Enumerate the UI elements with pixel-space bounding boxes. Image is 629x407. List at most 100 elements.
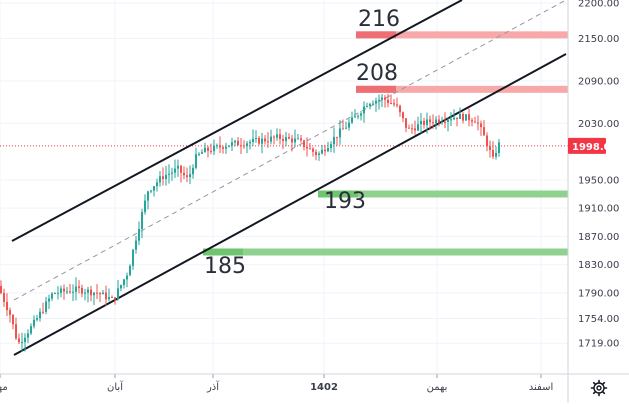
candle-body [237, 140, 239, 146]
candle-body [60, 288, 62, 293]
candle-body [33, 319, 35, 327]
candle-body [495, 153, 497, 157]
candle-body [324, 149, 326, 152]
x-tick-label: بهمن [427, 382, 448, 393]
candle-body [195, 154, 197, 168]
candle-body [144, 200, 146, 213]
candle-body [450, 119, 452, 121]
candle-body [468, 114, 470, 121]
candle-body [471, 120, 473, 122]
level-band [203, 248, 568, 256]
candle-body [375, 100, 377, 104]
y-tick-label: 1870.00 [578, 232, 619, 243]
candle-body [384, 97, 386, 100]
y-tick-label: 1830.00 [578, 260, 619, 271]
candle-body [213, 145, 215, 152]
candle-body [96, 292, 98, 294]
candle-body [108, 297, 110, 300]
settings-button[interactable] [588, 377, 610, 399]
candle-body [177, 165, 179, 169]
candle-body [348, 122, 350, 128]
candle-body [69, 291, 71, 293]
candle-body [279, 134, 281, 139]
candle-body [258, 138, 260, 144]
candle-body [63, 288, 65, 292]
candle-body [309, 148, 311, 150]
candle-body [486, 135, 488, 147]
candle-body [351, 117, 353, 123]
candle-body [207, 147, 209, 151]
x-tick-label: مهر [0, 382, 8, 393]
candle-body [492, 150, 494, 157]
candle-body [66, 291, 68, 293]
candle-body [435, 119, 437, 124]
candle-body [123, 279, 125, 286]
candle-body [99, 293, 101, 295]
candle-body [255, 138, 257, 140]
candle-body [366, 106, 368, 108]
candle-body [51, 293, 53, 299]
candle-body [30, 326, 32, 334]
candle-body [300, 138, 302, 141]
candle-body [42, 311, 44, 313]
candle-body [303, 140, 305, 147]
candle-body [36, 318, 38, 320]
y-tick-label: 1950.00 [578, 175, 619, 186]
candle-body [411, 128, 413, 130]
candle-body [93, 292, 95, 296]
level-band [356, 85, 568, 93]
candle-body [105, 292, 107, 300]
candle-body [342, 128, 344, 130]
candle-body [330, 144, 332, 148]
candle-body [57, 292, 59, 294]
candle-body [204, 147, 206, 153]
candle-body [441, 121, 443, 123]
candle-body [429, 119, 431, 123]
candle-body [297, 138, 299, 140]
candle-body [138, 228, 140, 241]
candle-body [261, 138, 263, 144]
y-tick-label: 1754.00 [578, 314, 619, 325]
level-band [318, 190, 568, 198]
candle-body [474, 121, 476, 123]
candle-body [114, 297, 116, 300]
level-label: 193 [324, 189, 366, 214]
candle-body [198, 153, 200, 155]
candle-body [477, 122, 479, 124]
level-band-start [356, 85, 396, 93]
x-tick-label: اسفند [529, 382, 553, 393]
candle-body [27, 333, 29, 338]
x-tick-label: آذر [206, 380, 220, 393]
current-price-tag [568, 137, 606, 154]
level-label: 185 [204, 254, 246, 279]
candle-body [228, 145, 230, 147]
y-tick-label: 2090.00 [578, 76, 619, 87]
candle-body [264, 138, 266, 142]
candle-body [336, 136, 338, 138]
candle-body [81, 287, 83, 294]
y-tick-label: 2150.00 [578, 34, 619, 45]
y-tick-label: 2200.00 [578, 0, 619, 10]
candle-body [459, 113, 461, 119]
candle-body [267, 141, 269, 143]
candle-body [378, 99, 380, 101]
candle-body [432, 122, 434, 124]
candle-body [111, 297, 113, 299]
candle-body [249, 141, 251, 144]
candles [0, 93, 500, 352]
candle-body [291, 138, 293, 143]
candle-body [162, 176, 164, 179]
candle-body [84, 292, 86, 294]
candle-body [315, 151, 317, 156]
candle-body [426, 119, 428, 125]
candle-body [21, 342, 23, 344]
candle-body [393, 103, 395, 105]
candle-body [222, 147, 224, 149]
candle-body [417, 124, 419, 131]
candle-body [408, 127, 410, 129]
candle-body [312, 148, 314, 152]
candle-body [102, 292, 104, 295]
candle-body [153, 186, 155, 191]
